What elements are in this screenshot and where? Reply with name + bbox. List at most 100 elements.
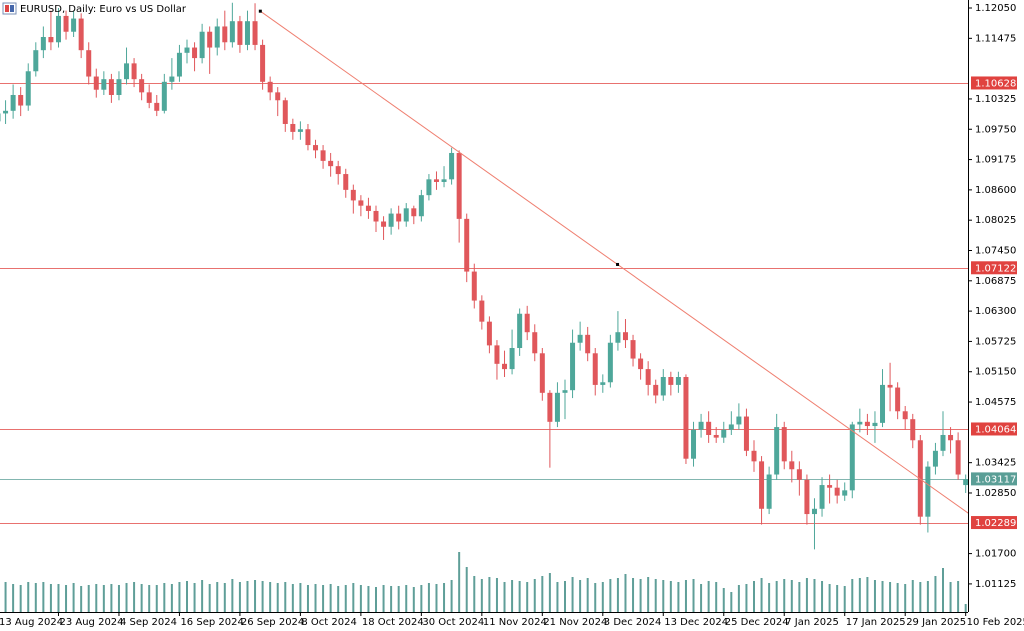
volume-bar: [420, 585, 423, 612]
candle-body: [592, 353, 598, 385]
candle-body: [804, 479, 810, 515]
candle-body: [10, 94, 16, 111]
volume-bar: [19, 585, 22, 612]
candle-body: [418, 195, 424, 217]
candle-body: [895, 387, 901, 412]
candle-body: [101, 79, 107, 90]
candle-body: [222, 26, 228, 43]
x-tick-label: 29 Jan 2025: [906, 617, 966, 628]
volume-bar: [579, 580, 582, 612]
y-tick-label: 1.01125: [975, 579, 1016, 590]
volume-bar: [435, 584, 438, 612]
volume-bar: [140, 584, 143, 612]
candle-body: [781, 427, 787, 462]
volume-bar: [654, 579, 657, 612]
y-tick-label: 1.06875: [975, 276, 1016, 287]
volume-bar: [95, 584, 98, 612]
y-tick-label: 1.01700: [975, 549, 1016, 560]
volume-bar: [873, 580, 876, 612]
volume-bar: [405, 585, 408, 612]
volume-bar: [866, 577, 869, 612]
volume-bar: [148, 585, 151, 612]
volume-bar: [261, 581, 264, 612]
candle-body: [381, 221, 387, 227]
volume-bar: [730, 592, 733, 612]
y-tick-label: 1.08600: [975, 185, 1016, 196]
volume-bar: [911, 580, 914, 612]
volume-bar: [760, 578, 763, 612]
candle-body: [426, 179, 432, 196]
volume-bar: [503, 582, 506, 612]
volume-bar: [427, 583, 430, 612]
candle-body: [441, 179, 447, 182]
candle-body: [192, 47, 198, 59]
candle-body: [154, 102, 160, 111]
volume-bar: [715, 582, 718, 612]
candle-body: [796, 469, 802, 480]
volume-bar: [949, 582, 952, 612]
x-tick-label: 13 Aug 2024: [0, 617, 63, 628]
volume-bar: [49, 584, 52, 612]
candle-body: [698, 421, 704, 430]
candle-body: [124, 63, 130, 80]
candle-body: [963, 479, 968, 486]
volume-bar: [624, 574, 627, 612]
candle-body: [479, 300, 485, 322]
volume-bar: [102, 585, 105, 612]
candle-body: [252, 21, 258, 45]
candle-body: [40, 37, 46, 51]
volume-bar: [344, 585, 347, 612]
candle-body: [570, 342, 576, 391]
candle-body: [577, 334, 583, 343]
volume-bar: [805, 578, 808, 612]
x-tick-label: 3 Dec 2024: [604, 617, 662, 628]
volume-bar: [4, 582, 7, 612]
candle-body: [93, 76, 99, 90]
volume-bar: [753, 581, 755, 612]
volume-bar: [518, 581, 521, 612]
candle-body: [517, 313, 523, 349]
candle-body: [910, 419, 916, 441]
volume-bar: [707, 581, 710, 612]
candle-body: [305, 129, 311, 146]
volume-bar: [511, 580, 514, 612]
candle-body: [789, 461, 795, 470]
candle-body: [728, 424, 734, 430]
volume-bar: [367, 586, 370, 612]
volume-bar: [352, 583, 355, 612]
volume-bar: [639, 579, 642, 612]
candle-body: [849, 424, 855, 491]
level-label: 1.10628: [975, 78, 1016, 89]
y-tick-label: 1.11475: [975, 33, 1016, 44]
candle-body: [562, 390, 568, 393]
x-tick-label: 10 Feb 2025: [967, 617, 1024, 628]
y-tick-label: 1.03425: [975, 458, 1016, 469]
candle-body: [297, 129, 303, 132]
candle-body: [743, 416, 749, 451]
candle-body: [872, 422, 878, 427]
volume-bar: [186, 581, 188, 612]
volume-bar: [80, 586, 83, 612]
candle-body: [456, 152, 462, 219]
candle-body: [176, 52, 182, 77]
candle-body: [464, 218, 470, 272]
candle-body: [948, 434, 954, 441]
y-tick-label: 1.07450: [975, 245, 1016, 256]
volume-bar: [896, 583, 899, 612]
candle-body: [759, 461, 765, 509]
candle-body: [373, 210, 379, 222]
volume-bar: [836, 585, 839, 612]
volume-bar: [904, 584, 907, 612]
candle-body: [275, 92, 281, 101]
candle-body: [146, 92, 152, 103]
candle-body: [199, 31, 205, 59]
candle-body: [736, 416, 742, 425]
x-tick-label: 21 Nov 2024: [543, 617, 607, 628]
candle-body: [471, 271, 477, 301]
volume-bar: [526, 582, 529, 612]
volume-bar: [72, 583, 75, 612]
candle-body: [494, 345, 500, 364]
volume-bar: [632, 578, 635, 612]
volume-bar: [858, 578, 861, 612]
candle-body: [706, 421, 712, 435]
